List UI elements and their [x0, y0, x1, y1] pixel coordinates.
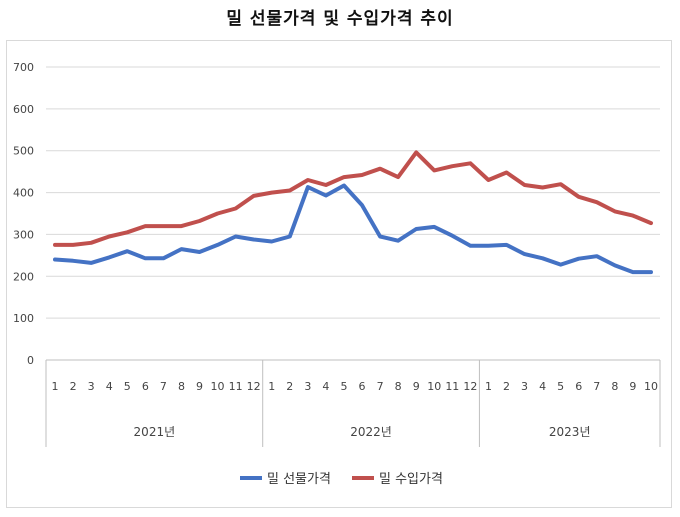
series-line-2	[53, 150, 653, 247]
x-tick-label: 1	[268, 380, 275, 393]
x-tick-label: 2	[70, 380, 77, 393]
y-tick-label: 300	[13, 228, 34, 241]
grid-lines	[46, 66, 660, 361]
y-tick-label: 700	[13, 61, 34, 74]
x-tick-label: 8	[395, 380, 402, 393]
x-tick-label: 9	[196, 380, 203, 393]
x-tick-label: 1	[52, 380, 59, 393]
x-tick-label: 12	[463, 380, 477, 393]
series-line-1	[53, 183, 653, 275]
x-tick-label: 9	[413, 380, 420, 393]
x-tick-label: 3	[88, 380, 95, 393]
y-axis-ticks: 0 100 200 300 400 500 600 700	[13, 61, 34, 367]
series-lines	[53, 150, 653, 275]
x-tick-label: 2	[503, 380, 510, 393]
year-label: 2022년	[350, 425, 392, 439]
y-tick-label: 400	[13, 187, 34, 200]
x-tick-label: 3	[521, 380, 528, 393]
legend: 밀 선물가격 밀 수입가격	[240, 472, 443, 487]
y-tick-label: 100	[13, 312, 34, 325]
x-tick-label: 10	[427, 380, 441, 393]
x-tick-label: 4	[539, 380, 546, 393]
x-tick-label: 6	[142, 380, 149, 393]
x-tick-label: 7	[377, 380, 384, 393]
x-tick-label: 12	[247, 380, 261, 393]
x-tick-label: 4	[322, 380, 329, 393]
y-tick-label: 0	[27, 354, 34, 367]
x-tick-label: 10	[644, 380, 658, 393]
x-tick-label: 3	[304, 380, 311, 393]
legend-label-1: 밀 선물가격	[267, 472, 331, 487]
legend-label-2: 밀 수입가격	[379, 472, 443, 487]
x-tick-label: 9	[629, 380, 636, 393]
chart-frame	[6, 40, 672, 508]
year-label: 2023년	[549, 425, 591, 439]
x-tick-label: 4	[106, 380, 113, 393]
y-tick-label: 600	[13, 103, 34, 116]
x-tick-label: 10	[211, 380, 225, 393]
chart-title: 밀 선물가격 및 수입가격 추이	[226, 9, 454, 29]
x-tick-label: 5	[340, 380, 347, 393]
y-tick-label: 500	[13, 145, 34, 158]
x-tick-label: 5	[124, 380, 131, 393]
x-tick-label: 6	[575, 380, 582, 393]
x-axis: 1 2 3 4 5 6 7 8 9 10 11 12 1 2 3 4 5 6 7 8 9 10 11 12 1 2 3 4 5 6 7 8 9 1…	[45, 360, 661, 447]
x-tick-label: 7	[593, 380, 600, 393]
x-tick-label: 2	[286, 380, 293, 393]
y-tick-label: 200	[13, 270, 34, 283]
year-label: 2021년	[134, 425, 176, 439]
x-tick-label: 5	[557, 380, 564, 393]
x-tick-label: 11	[229, 380, 243, 393]
x-tick-label: 8	[178, 380, 185, 393]
x-tick-label: 1	[485, 380, 492, 393]
x-tick-label: 7	[160, 380, 167, 393]
x-tick-label: 11	[445, 380, 459, 393]
x-tick-label: 8	[611, 380, 618, 393]
x-tick-label: 6	[359, 380, 366, 393]
